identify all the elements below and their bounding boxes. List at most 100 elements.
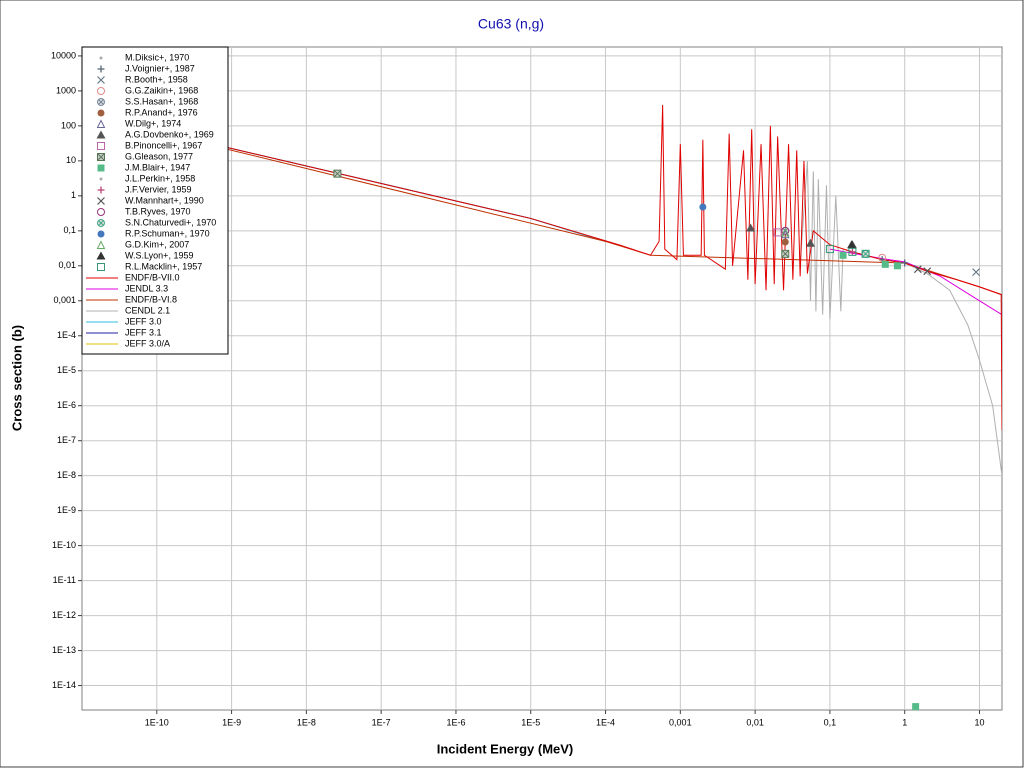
x-tick-label: 1E-5: [521, 717, 540, 727]
point: [97, 186, 105, 194]
point: [97, 87, 105, 95]
point: [773, 228, 782, 237]
y-tick-label: 100: [61, 120, 76, 130]
plot-area: [81, 46, 1003, 711]
y-tick-label: 0,01: [58, 260, 76, 270]
point: [781, 249, 790, 258]
y-tick-label: 10000: [51, 50, 76, 60]
x-tick-label: 1E-6: [446, 717, 465, 727]
legend-label: A.G.Dovbenko+, 1969: [125, 129, 214, 139]
legend-label: ENDF/B-VI.8: [125, 294, 177, 304]
point: [893, 262, 901, 270]
chart-title: Cu63 (n,g): [478, 16, 544, 32]
x-tick-label: 1: [902, 717, 907, 727]
y-tick-label: 1E-12: [52, 610, 76, 620]
point: [97, 142, 105, 150]
y-tick-label: 1000: [56, 85, 76, 95]
point: [97, 230, 105, 238]
y-tick-label: 1E-8: [57, 470, 76, 480]
x-tick-label: 0,1: [824, 717, 837, 727]
legend-label: R.Booth+, 1958: [125, 74, 188, 84]
y-tick-label: 1E-14: [52, 680, 76, 690]
point: [861, 249, 870, 258]
point: [96, 251, 106, 260]
point: [97, 263, 105, 271]
point: [96, 130, 106, 139]
legend-label: W.Mannhart+, 1990: [125, 195, 204, 205]
x-axis-label: Incident Energy (MeV): [437, 741, 574, 756]
legend-label: JEFF 3.0/A: [125, 338, 170, 348]
point: [881, 260, 889, 268]
point: [97, 109, 105, 117]
legend-label: W.S.Lyon+, 1959: [125, 250, 193, 260]
y-tick-label: 1E-10: [52, 540, 76, 550]
x-tick-label: 0,01: [746, 717, 764, 727]
legend-label: S.N.Chaturvedi+, 1970: [125, 217, 216, 227]
legend-label: R.P.Anand+, 1976: [125, 107, 198, 117]
point: [99, 177, 103, 181]
point: [839, 251, 847, 259]
y-tick-label: 10: [66, 155, 76, 165]
point: [97, 164, 105, 172]
point: [848, 247, 857, 256]
legend-label: G.G.Zaikin+, 1968: [125, 85, 198, 95]
point: [861, 249, 870, 258]
point: [972, 268, 980, 277]
point: [96, 119, 106, 128]
point: [901, 259, 909, 267]
point: [97, 98, 106, 106]
point: [781, 226, 790, 235]
point: [97, 197, 105, 205]
points: [333, 169, 980, 711]
curves: [82, 104, 1002, 476]
x-tick-label: 1E-10: [145, 717, 169, 727]
y-tick-label: 1E-6: [57, 400, 76, 410]
y-tick-label: 1E-11: [53, 575, 76, 585]
point: [97, 153, 105, 161]
legend-label: S.S.Hasan+, 1968: [125, 96, 198, 106]
y-axis-label: Cross section (b): [9, 325, 24, 431]
legend-label: M.Diksic+, 1970: [125, 52, 189, 62]
legend-label: B.Pinoncelli+, 1967: [125, 140, 202, 150]
y-tick-label: 1E-5: [57, 365, 76, 375]
legend-label: ENDF/B-VII.0: [125, 272, 180, 282]
legend-label: JEFF 3.0: [125, 316, 162, 326]
legend-label: J.M.Blair+, 1947: [125, 162, 190, 172]
point: [97, 76, 105, 84]
y-tick-label: 1E-7: [57, 435, 76, 445]
x-tick-label: 1E-7: [372, 717, 391, 727]
curve: [799, 160, 1002, 476]
point: [912, 703, 920, 711]
legend-label: JEFF 3.1: [125, 327, 162, 337]
legend-label: G.D.Kim+, 2007: [125, 239, 189, 249]
x-tick-label: 1E-4: [596, 717, 615, 727]
legend-label: J.Voignier+, 1987: [125, 63, 195, 73]
x-tick-label: 1E-8: [297, 717, 316, 727]
y-tick-label: 1E-9: [57, 505, 76, 515]
legend-label: J.F.Vervier, 1959: [125, 184, 192, 194]
point: [913, 265, 922, 274]
point: [780, 227, 790, 237]
y-tick-label: 1: [71, 190, 76, 200]
point: [333, 169, 342, 178]
legend-box: [81, 46, 229, 355]
x-tick-label: 0,001: [669, 717, 692, 727]
point: [847, 240, 857, 249]
point: [923, 267, 932, 276]
y-tick-label: 0,1: [63, 225, 76, 235]
point: [805, 238, 815, 247]
y-tick-label: 0,001: [53, 295, 76, 305]
point: [97, 219, 106, 227]
legend-label: G.Gleason, 1977: [125, 151, 193, 161]
point: [699, 203, 707, 211]
point: [825, 245, 834, 254]
y-tick-label: 1E-13: [52, 645, 76, 655]
point: [97, 208, 105, 216]
point: [99, 56, 103, 60]
point: [96, 240, 106, 249]
x-tick-label: 1E-9: [222, 717, 241, 727]
legend-label: W.Dilg+, 1974: [125, 118, 181, 128]
legend-label: R.P.Schuman+, 1970: [125, 228, 210, 238]
